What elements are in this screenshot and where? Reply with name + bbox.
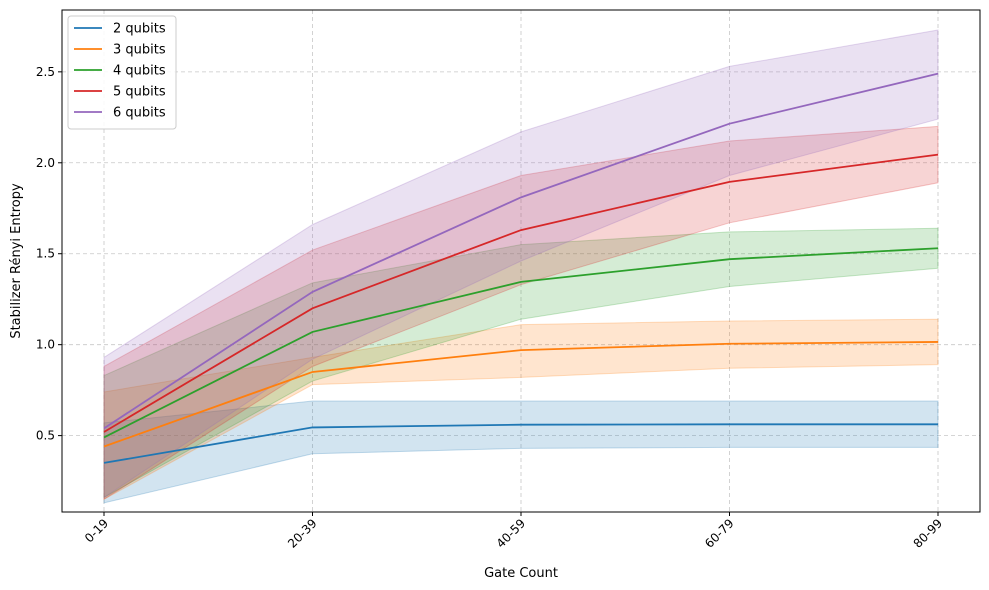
legend-label-2: 3 qubits xyxy=(113,43,166,58)
y-tick-label: 2.0 xyxy=(36,156,55,170)
line-series-5 xyxy=(103,72,939,430)
legend-box xyxy=(67,15,177,130)
legend-label-5: 6 qubits xyxy=(113,106,166,121)
legend-label-3: 4 qubits xyxy=(113,64,166,79)
line-series-3 xyxy=(103,247,939,439)
y-tick-label: 1.5 xyxy=(36,247,55,261)
y-tick-label: 0.5 xyxy=(36,429,55,443)
legend: 2 qubits 3 qubits 4 qubits 5 qubits 6 qubits xyxy=(67,15,177,130)
line-series-4 xyxy=(103,153,939,433)
legend-label-1: 2 qubits xyxy=(113,22,166,37)
grid xyxy=(62,10,980,512)
line-series-1 xyxy=(103,423,938,464)
confidence-bands xyxy=(103,29,939,504)
y-tick-label: 2.5 xyxy=(36,65,55,79)
y-axis-ticks: 0.5 1.0 1.5 2.0 2.5 xyxy=(36,65,62,443)
band-series-5 xyxy=(103,29,939,499)
band-series-2 xyxy=(103,318,939,501)
line-series-2 xyxy=(103,341,939,448)
band-series-1 xyxy=(103,400,939,504)
y-axis-label: Stabilizer Rényi Entropy xyxy=(9,183,24,339)
x-axis-label: Gate Count xyxy=(484,566,558,581)
band-series-4 xyxy=(103,125,939,501)
series-lines xyxy=(103,72,939,464)
band-series-3 xyxy=(103,227,939,499)
legend-label-4: 5 qubits xyxy=(113,85,166,100)
y-tick-label: 1.0 xyxy=(36,338,55,352)
